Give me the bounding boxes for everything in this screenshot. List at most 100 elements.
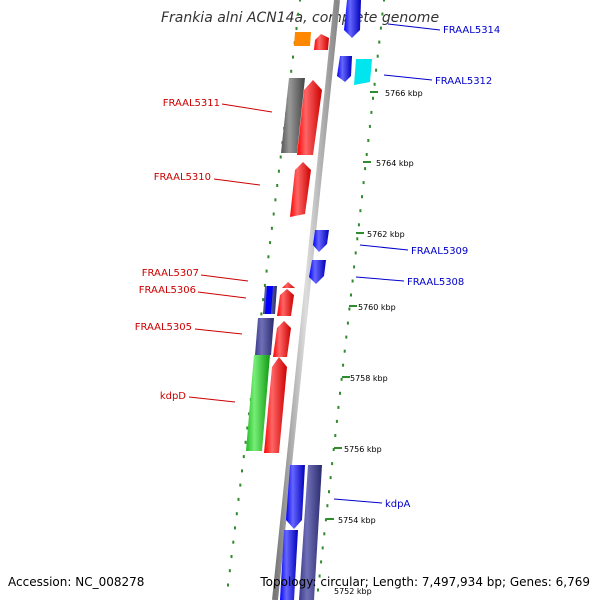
label-fraal5306: FRAAL5306 <box>139 285 196 296</box>
tick-label-5752: 5752 kbp <box>334 587 372 596</box>
outline-dot-right <box>343 349 346 353</box>
tick-label-5760: 5760 kbp <box>358 303 396 312</box>
label-fraal5309: FRAAL5309 <box>411 246 468 257</box>
tick-label-5756: 5756 kbp <box>344 445 382 454</box>
outline-dot-left <box>241 469 243 473</box>
outline-dot-right <box>317 588 319 592</box>
gene-blue-kdpA <box>286 465 305 529</box>
outline-dot-left <box>234 526 236 530</box>
outline-dot-left <box>228 569 231 573</box>
labels-left: FRAAL5311 FRAAL5310 FRAAL5307 FRAAL5306 … <box>135 98 273 403</box>
outline-dot-left <box>244 440 247 444</box>
accession-text: Accession: NC_008278 <box>8 575 145 589</box>
tick-label-5762: 5762 kbp <box>367 230 405 239</box>
outline-dot-left <box>242 455 245 459</box>
gene-cyan-5312 <box>354 59 372 85</box>
label-fraal5308: FRAAL5308 <box>407 277 464 288</box>
tick-label-5766: 5766 kbp <box>385 89 423 98</box>
labels-right: FRAAL5314 FRAAL5312 FRAAL5309 FRAAL5308 … <box>333 23 500 510</box>
outline-dot-right <box>345 335 348 339</box>
gene-red-5311 <box>297 80 322 155</box>
outline-dot-right <box>323 532 326 536</box>
gene-green-kdpD <box>246 355 270 451</box>
label-fraal5314: FRAAL5314 <box>443 25 500 36</box>
map-title: Frankia alni ACN14a, complete genome <box>160 10 440 26</box>
outline-dot-left <box>246 426 249 430</box>
label-fraal5305: FRAAL5305 <box>135 322 192 333</box>
outline-dot-right <box>332 448 335 451</box>
outline-dot-left <box>260 312 263 316</box>
label-fraal5312: FRAAL5312 <box>435 76 492 87</box>
gene-gray-5311 <box>281 78 305 153</box>
label-fraal5307: FRAAL5307 <box>142 268 199 279</box>
outline-dot-left <box>272 212 275 216</box>
outline-dot-right <box>350 293 352 297</box>
outline-dot-left <box>263 283 266 287</box>
tick-label-5758: 5758 kbp <box>350 374 388 383</box>
outline-dot-right <box>365 153 368 156</box>
outline-dot-left <box>232 540 235 544</box>
outline-dot-left <box>270 226 273 230</box>
outline-dot-right <box>329 476 332 480</box>
gene-red-5310 <box>290 162 311 217</box>
outline-dot-left <box>262 298 265 302</box>
gene-blue-top <box>344 0 361 38</box>
outline-dot-right <box>351 279 354 283</box>
outline-dot-left <box>269 241 272 245</box>
outline-dot-right <box>318 574 321 578</box>
gene-blue-5308 <box>309 260 326 284</box>
outline-dot-right <box>356 237 359 241</box>
outline-dot-left <box>227 583 229 587</box>
outline-dot-right <box>379 26 382 30</box>
gene-red-5305 <box>273 321 291 357</box>
outline-dot-left <box>230 555 233 558</box>
outline-dot-left <box>295 27 298 30</box>
outline-dot-right <box>340 377 343 381</box>
outline-dot-right <box>354 251 357 255</box>
gene-blue-5309 <box>313 230 329 252</box>
outline-dot-right <box>334 434 337 437</box>
outline-dot-right <box>320 560 323 564</box>
outline-dot-right <box>368 124 371 128</box>
tick-label-5754: 5754 kbp <box>338 516 376 525</box>
outline-dot-left <box>274 198 277 202</box>
outline-dot-right <box>339 391 341 395</box>
label-fraal5310: FRAAL5310 <box>154 172 211 183</box>
outline-dot-right <box>364 167 367 171</box>
kbp-ticks: 5766 kbp 5764 kbp 5762 kbp 5760 kbp 5758… <box>326 89 423 596</box>
outline-dot-right <box>361 195 363 199</box>
outline-dot-right <box>383 0 385 2</box>
gene-red-small <box>314 34 329 50</box>
outline-dot-right <box>335 419 338 423</box>
outline-dot-left <box>279 155 282 159</box>
outline-dot-right <box>378 40 381 44</box>
outline-dot-left <box>277 169 280 173</box>
outline-dot-left <box>276 184 279 187</box>
outline-dot-left <box>265 269 268 273</box>
gene-navy-kdpA <box>299 465 322 600</box>
label-kdpD: kdpD <box>160 391 186 402</box>
gene-orange <box>294 32 311 46</box>
gene-navy-5305 <box>255 318 274 355</box>
outline-dot-right <box>381 12 384 16</box>
outline-dot-left <box>237 497 240 501</box>
backbone <box>272 0 340 600</box>
outline-dot-right <box>370 110 373 114</box>
gene-red-5307 <box>282 282 295 288</box>
outline-dot-left <box>239 483 242 487</box>
outline-dot-right <box>342 363 345 367</box>
outline-dot-right <box>359 209 362 213</box>
outline-dot-right <box>321 546 324 550</box>
outline-dot-right <box>372 96 374 100</box>
outline-dot-left <box>292 55 294 59</box>
label-kdpA: kdpA <box>385 499 410 510</box>
gene-blue-bottom <box>280 530 298 600</box>
outline-dot-right <box>357 223 360 227</box>
outline-dot-left <box>297 12 300 16</box>
outline-dot-right <box>328 490 330 494</box>
gene-features <box>246 0 372 600</box>
outline-dot-left <box>235 512 238 516</box>
outline-dot-right <box>367 139 370 142</box>
gene-red-kdpD <box>264 357 287 453</box>
